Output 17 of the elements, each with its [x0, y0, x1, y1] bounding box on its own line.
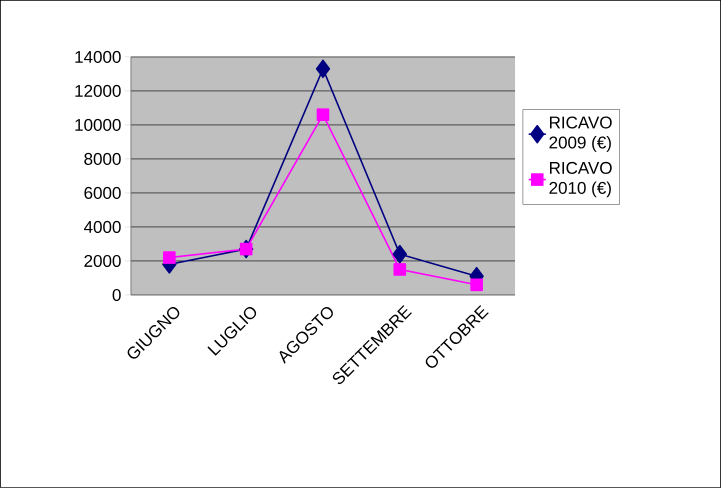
legend-label: RICAVO 2009 (€) [549, 116, 612, 152]
point [394, 263, 406, 276]
point [240, 242, 252, 256]
y-tick-label: 2000 [84, 254, 121, 268]
point [163, 251, 176, 264]
y-tick-label: 6000 [84, 186, 121, 200]
legend-label: RICAVO 2010 (€) [549, 162, 612, 198]
y-tick-label: 12000 [75, 84, 121, 97]
y-tick-label: 4000 [84, 220, 121, 234]
y-tick-label: 0 [112, 288, 121, 302]
point [316, 60, 330, 78]
y-tick-label: 10000 [75, 118, 121, 131]
y-tick-label: 14000 [75, 50, 121, 63]
point [316, 108, 330, 122]
y-tick-label: 8000 [84, 152, 121, 165]
point [392, 244, 407, 264]
point [470, 278, 483, 292]
